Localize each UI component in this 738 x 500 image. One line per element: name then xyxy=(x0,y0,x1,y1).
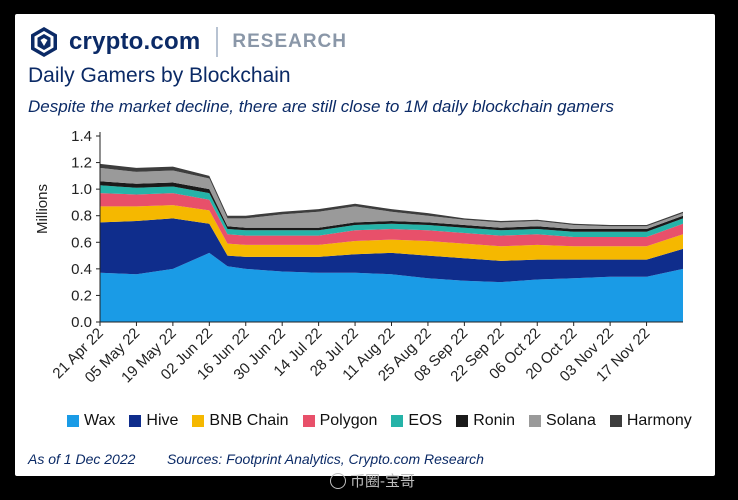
legend-label: Ronin xyxy=(473,412,516,429)
y-tick-label: 0.4 xyxy=(71,261,92,278)
area-bnb-chain xyxy=(100,205,683,261)
y-tick-label: 0.2 xyxy=(71,287,92,304)
brand-section: RESEARCH xyxy=(232,31,347,52)
legend-swatch xyxy=(129,415,142,427)
legend-label: BNB Chain xyxy=(209,412,289,429)
watermark-text: 币圈-宝哥 xyxy=(350,473,415,490)
chart-legend: Wax Hive BNB Chain Polygon EOS Ronin Solana Har… xyxy=(67,412,692,430)
watermark: 币圈-宝哥 xyxy=(330,470,415,491)
area-harmony xyxy=(100,163,683,227)
legend-label: Hive xyxy=(146,412,179,429)
y-tick-label: 0.0 xyxy=(71,314,92,331)
y-tick-label: 0.8 xyxy=(71,208,92,225)
brand-header: crypto.com RESEARCH xyxy=(28,26,347,58)
y-tick-label: 1.4 xyxy=(71,128,92,145)
legend-label: Solana xyxy=(546,412,596,429)
legend-swatch xyxy=(302,415,315,427)
legend-swatch xyxy=(67,415,79,427)
legend-label: Harmony xyxy=(626,412,692,429)
area-eos xyxy=(100,185,683,237)
legend-swatch xyxy=(192,415,205,427)
legend-swatch xyxy=(609,415,622,427)
chart-title: Daily Gamers by Blockchain xyxy=(28,64,291,87)
legend-item: BNB Chain xyxy=(192,412,289,430)
area-solana xyxy=(100,167,683,229)
y-tick-label: 1.2 xyxy=(71,155,92,172)
y-tick-label: 0.6 xyxy=(71,234,92,251)
as-of-date: As of 1 Dec 2022 xyxy=(28,451,136,467)
legend-swatch xyxy=(456,415,469,427)
y-axis-label: Millions xyxy=(34,184,51,234)
brand-name: crypto.com xyxy=(69,28,201,55)
legend-label: Wax xyxy=(84,412,116,429)
chart-subtitle: Despite the market decline, there are st… xyxy=(28,97,614,116)
area-wax xyxy=(100,252,683,322)
area-ronin xyxy=(100,181,683,232)
weibo-icon xyxy=(330,472,346,489)
brand-divider xyxy=(216,27,219,57)
legend-item: Ronin xyxy=(456,412,515,430)
legend-item: EOS xyxy=(391,412,442,430)
report-card: crypto.com RESEARCH Daily Gamers by Bloc… xyxy=(15,14,715,476)
legend-label: Polygon xyxy=(319,412,378,429)
legend-item: Solana xyxy=(529,412,596,430)
legend-item: Polygon xyxy=(302,412,378,430)
crypto-com-logo-icon xyxy=(31,27,57,57)
area-polygon xyxy=(100,193,683,247)
y-tick-label: 1.0 xyxy=(71,181,92,198)
legend-swatch xyxy=(391,415,404,427)
legend-label: EOS xyxy=(408,412,443,429)
legend-item: Hive xyxy=(129,412,178,430)
legend-item: Wax xyxy=(67,412,115,430)
source-note: Sources: Footprint Analytics, Crypto.com… xyxy=(167,451,484,467)
legend-swatch xyxy=(529,415,542,427)
legend-item: Harmony xyxy=(609,412,692,430)
area-hive xyxy=(100,218,683,283)
